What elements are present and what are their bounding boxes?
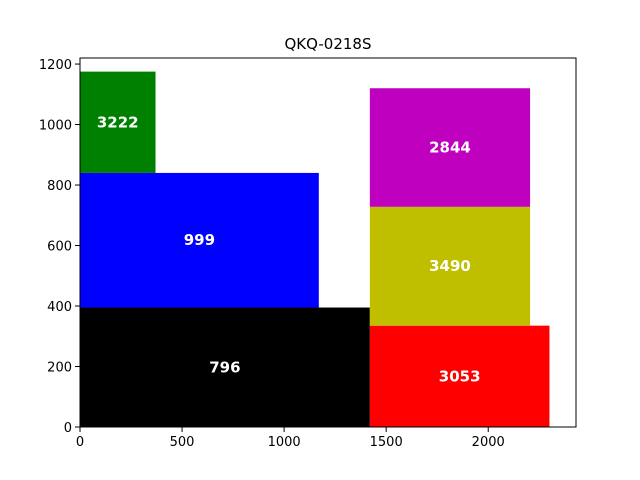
- x-tick-label: 500: [170, 435, 195, 450]
- bar-label-3222: 3222: [97, 113, 139, 131]
- bar-3222: [80, 71, 156, 173]
- bar-3490: [369, 206, 531, 326]
- x-tick-label: 2000: [472, 435, 505, 450]
- y-tick-label: 800: [47, 179, 72, 194]
- plot-frame: [79, 57, 577, 428]
- y-tick-label: 600: [47, 240, 72, 255]
- x-tick-label: 1000: [268, 435, 301, 450]
- bar-999: [80, 172, 319, 308]
- chart-title: QKQ-0218S: [285, 35, 372, 53]
- bar-3053: [369, 325, 550, 427]
- bar-2844: [369, 88, 531, 207]
- x-tick-label: 1500: [370, 435, 403, 450]
- bar-label-2844: 2844: [429, 139, 471, 157]
- axes-layer: 0 500 1000 1500 2000 0 200 400 600 800 1000 1200: [39, 57, 577, 450]
- y-tick-label: 200: [47, 361, 72, 376]
- bars-layer: 796 999 3222 3053 3490 2844: [80, 71, 550, 427]
- y-tick-label: 1200: [39, 58, 72, 73]
- bar-label-796: 796: [209, 358, 240, 376]
- bar-label-3490: 3490: [429, 257, 471, 275]
- bar-label-999: 999: [184, 231, 215, 249]
- y-tick-label: 1000: [39, 119, 72, 134]
- bar-796: [80, 307, 370, 427]
- bar-label-3053: 3053: [439, 367, 481, 385]
- y-tick-label: 0: [64, 421, 72, 436]
- x-tick-label: 0: [76, 435, 84, 450]
- y-tick-label: 400: [47, 300, 72, 315]
